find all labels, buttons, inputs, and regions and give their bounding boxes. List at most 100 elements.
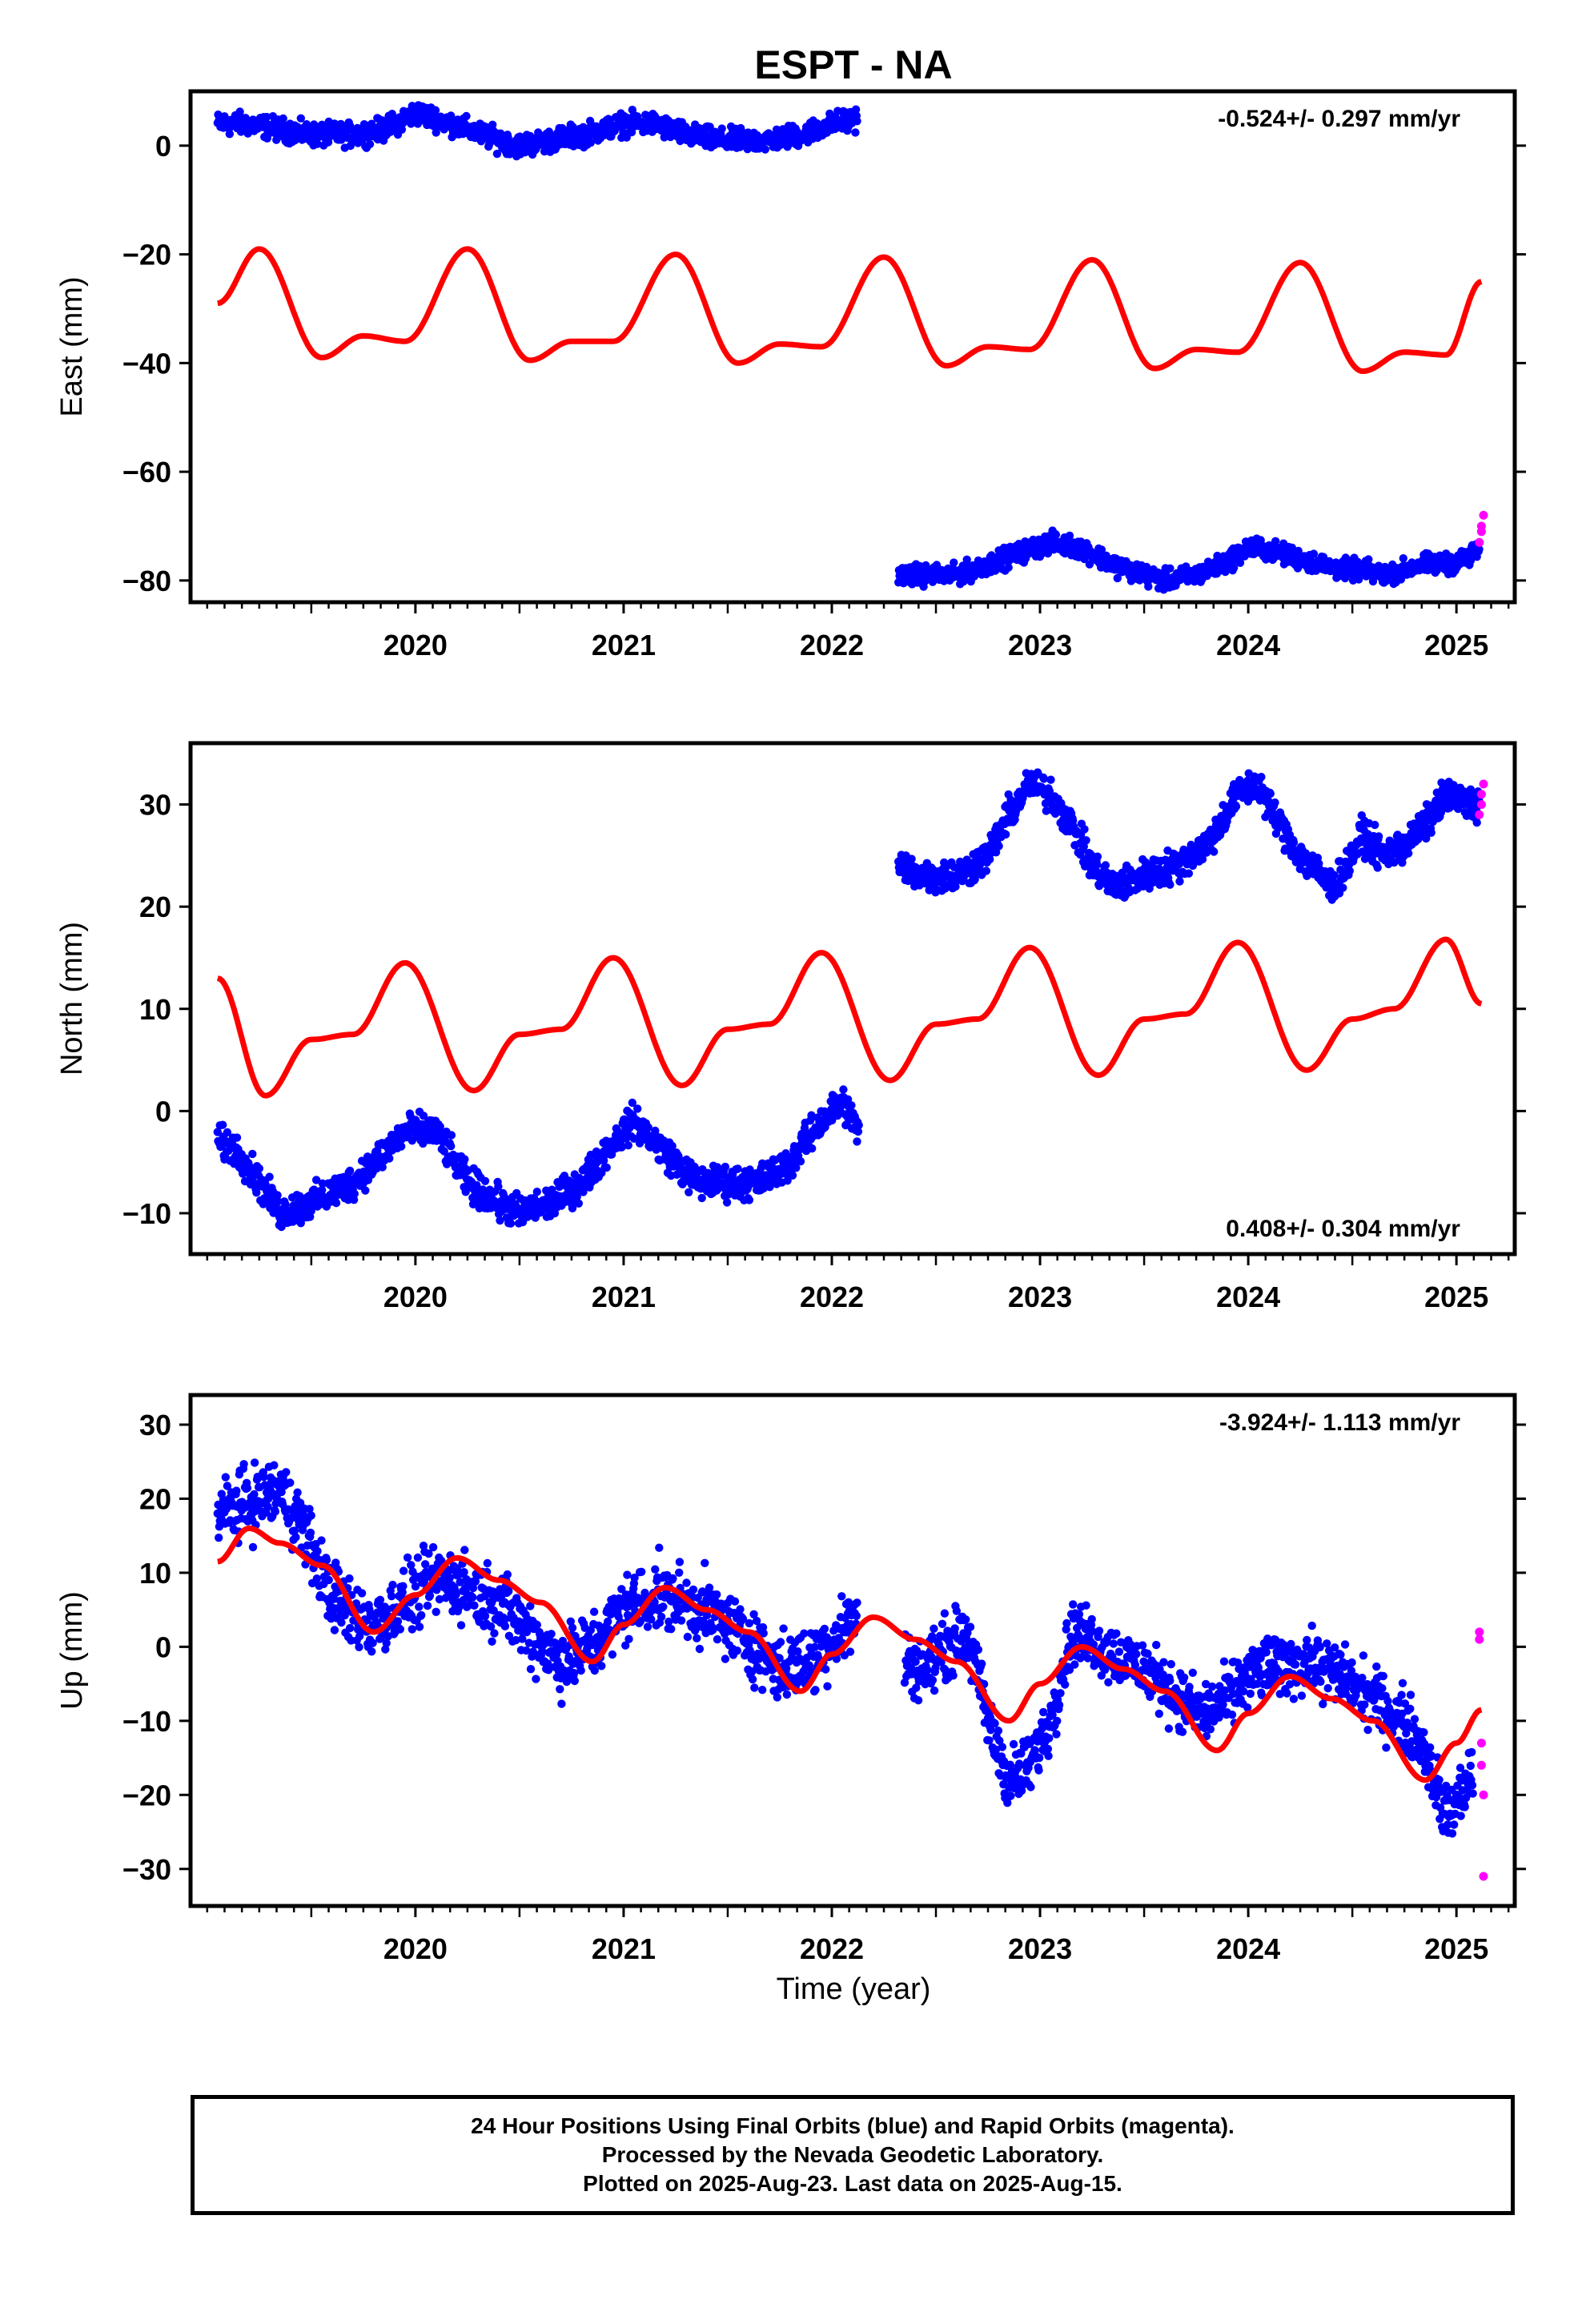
final-orbit-point	[471, 1577, 480, 1586]
final-orbit-point	[223, 1482, 232, 1490]
final-orbit-point	[970, 875, 979, 884]
chart-title: ESPT - NA	[754, 42, 952, 87]
final-orbit-point	[396, 1625, 404, 1634]
final-orbit-point	[1336, 865, 1345, 875]
final-orbit-point	[419, 1112, 428, 1120]
final-orbit-point	[307, 1207, 315, 1216]
final-orbit-point	[717, 124, 726, 133]
final-orbit-point	[568, 123, 577, 131]
final-orbit-point	[385, 1154, 394, 1163]
final-orbit-point	[460, 1546, 469, 1554]
final-orbit-point	[847, 1101, 856, 1110]
final-orbit-point	[635, 1139, 644, 1148]
final-orbit-point	[399, 1566, 408, 1575]
final-orbit-point	[722, 1198, 732, 1207]
final-orbit-point	[345, 1166, 355, 1176]
final-orbit-point	[854, 1120, 863, 1130]
final-orbit-point	[1309, 549, 1319, 558]
final-orbit-point	[436, 1556, 446, 1566]
final-orbit-point	[496, 1216, 504, 1225]
final-orbit-point	[307, 1511, 315, 1520]
y-tick-label: 0	[155, 130, 171, 163]
final-orbit-point	[255, 1164, 263, 1173]
final-orbit-point	[1345, 866, 1355, 875]
final-orbit-point	[620, 1115, 628, 1124]
final-orbit-point	[408, 1625, 416, 1634]
x-tick-label: 2025	[1424, 629, 1488, 661]
final-orbit-point	[853, 117, 861, 126]
final-orbit-point	[403, 1553, 412, 1562]
final-orbit-point	[907, 854, 916, 863]
final-orbit-point	[1051, 530, 1061, 539]
final-orbit-point	[347, 1636, 355, 1645]
final-orbit-point	[445, 1574, 454, 1582]
final-orbit-point	[1271, 537, 1280, 545]
y-axis-label: North (mm)	[55, 922, 89, 1076]
final-orbit-point	[1257, 773, 1266, 782]
final-orbit-point	[263, 1502, 272, 1511]
final-orbit-point	[281, 1200, 290, 1209]
final-orbit-point	[586, 139, 595, 147]
final-orbit-point	[331, 1199, 341, 1208]
final-orbit-point	[1330, 870, 1339, 880]
final-orbit-point	[447, 1131, 456, 1140]
final-orbit-point	[399, 1582, 408, 1590]
final-orbit-point	[232, 1486, 241, 1495]
final-orbit-point	[290, 1526, 299, 1535]
x-tick-label: 2021	[592, 629, 656, 661]
final-orbit-point	[431, 106, 440, 115]
final-orbit-point	[1373, 863, 1382, 872]
plot-area	[213, 101, 1488, 594]
final-orbit-point	[1082, 836, 1090, 845]
rapid-orbit-point	[1475, 537, 1484, 547]
final-orbit-point	[1271, 798, 1279, 807]
model-curve	[216, 936, 1483, 1099]
final-orbit-point	[1094, 882, 1104, 891]
final-orbit-point	[807, 1111, 816, 1120]
x-tick-label: 2021	[592, 1281, 656, 1313]
final-orbit-point	[331, 1558, 340, 1567]
final-orbit-point	[456, 1621, 466, 1630]
y-tick-label: 30	[139, 789, 171, 822]
final-orbit-point	[317, 1536, 326, 1545]
final-orbit-point	[293, 1488, 302, 1497]
final-orbit-point	[311, 1176, 321, 1184]
x-tick-label: 2023	[1008, 629, 1072, 661]
final-orbit-point	[407, 1561, 416, 1570]
final-orbit-point	[1294, 546, 1303, 556]
plot-area	[213, 1458, 1488, 1881]
final-orbit-point	[628, 1098, 636, 1108]
final-orbit-point	[483, 1558, 492, 1568]
final-orbit-point	[1399, 554, 1408, 563]
final-orbit-point	[1339, 883, 1347, 892]
final-orbit-point	[1166, 880, 1174, 889]
final-orbit-point	[602, 1163, 611, 1172]
final-orbit-point	[313, 139, 322, 148]
final-orbit-point	[839, 1085, 848, 1094]
final-orbit-point	[583, 1161, 592, 1170]
final-orbit-point	[322, 1555, 331, 1565]
final-orbit-point	[357, 1589, 367, 1598]
final-orbit-point	[745, 1196, 754, 1204]
final-orbit-point	[1266, 789, 1275, 798]
y-tick-label: −20	[122, 239, 171, 271]
final-orbit-point	[462, 111, 471, 121]
final-orbit-point	[243, 1483, 252, 1493]
final-orbit-point	[425, 1591, 435, 1600]
final-orbit-point	[355, 1642, 363, 1651]
final-orbit-point	[1045, 786, 1054, 796]
final-orbit-point	[337, 1618, 346, 1627]
final-orbit-point	[381, 1645, 390, 1654]
final-orbit-point	[345, 121, 355, 131]
final-orbit-point	[733, 1164, 742, 1173]
final-orbit-point	[1289, 838, 1299, 847]
rapid-orbit-point	[1479, 779, 1488, 789]
final-orbit-point	[435, 1594, 444, 1604]
final-orbit-point	[808, 1144, 817, 1153]
final-orbit-point	[1085, 560, 1094, 569]
final-orbit-point	[355, 1631, 364, 1641]
final-orbit-point	[306, 1528, 315, 1538]
final-orbit-point	[788, 1171, 797, 1180]
final-orbit-point	[506, 1219, 516, 1228]
